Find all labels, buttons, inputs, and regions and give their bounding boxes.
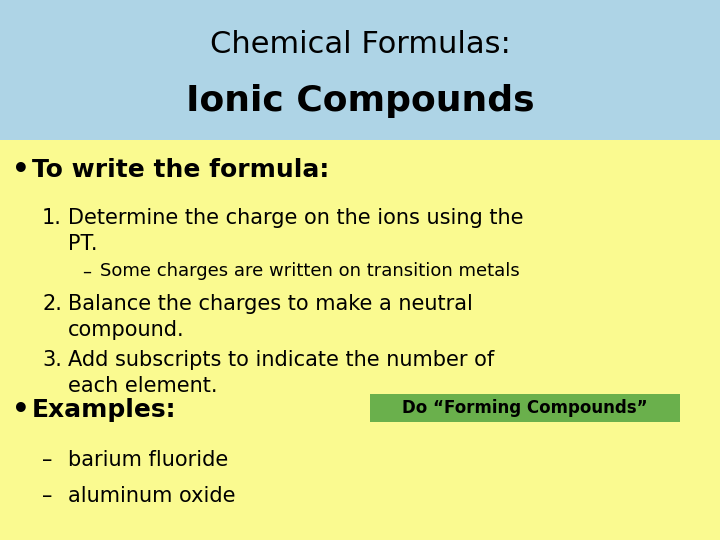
Text: –: – [82, 262, 91, 280]
Bar [370, 394, 680, 422]
Text: Chemical Formulas:: Chemical Formulas: [210, 30, 510, 59]
Text: Add subscripts to indicate the number of: Add subscripts to indicate the number of [68, 350, 494, 370]
Text: 1.: 1. [42, 208, 62, 228]
Text: •: • [12, 396, 30, 424]
Text: aluminum oxide: aluminum oxide [68, 487, 235, 507]
Text: Some charges are written on transition metals: Some charges are written on transition m… [100, 262, 520, 280]
Text: Do “Forming Compounds”: Do “Forming Compounds” [402, 400, 648, 417]
Text: –: – [42, 487, 53, 507]
Text: PT.: PT. [68, 234, 97, 254]
Text: Balance the charges to make a neutral: Balance the charges to make a neutral [68, 294, 473, 314]
Text: –: – [42, 450, 53, 470]
Text: 2.: 2. [42, 294, 62, 314]
Text: barium fluoride: barium fluoride [68, 450, 228, 470]
Text: •: • [12, 157, 30, 184]
Text: Ionic Compounds: Ionic Compounds [186, 84, 534, 118]
Text: 3.: 3. [42, 350, 62, 370]
Text: To write the formula:: To write the formula: [32, 158, 329, 183]
Bar [0, 0, 720, 140]
Text: compound.: compound. [68, 320, 184, 340]
Text: each element.: each element. [68, 376, 217, 396]
Text: Determine the charge on the ions using the: Determine the charge on the ions using t… [68, 208, 523, 228]
Text: Examples:: Examples: [32, 399, 176, 422]
